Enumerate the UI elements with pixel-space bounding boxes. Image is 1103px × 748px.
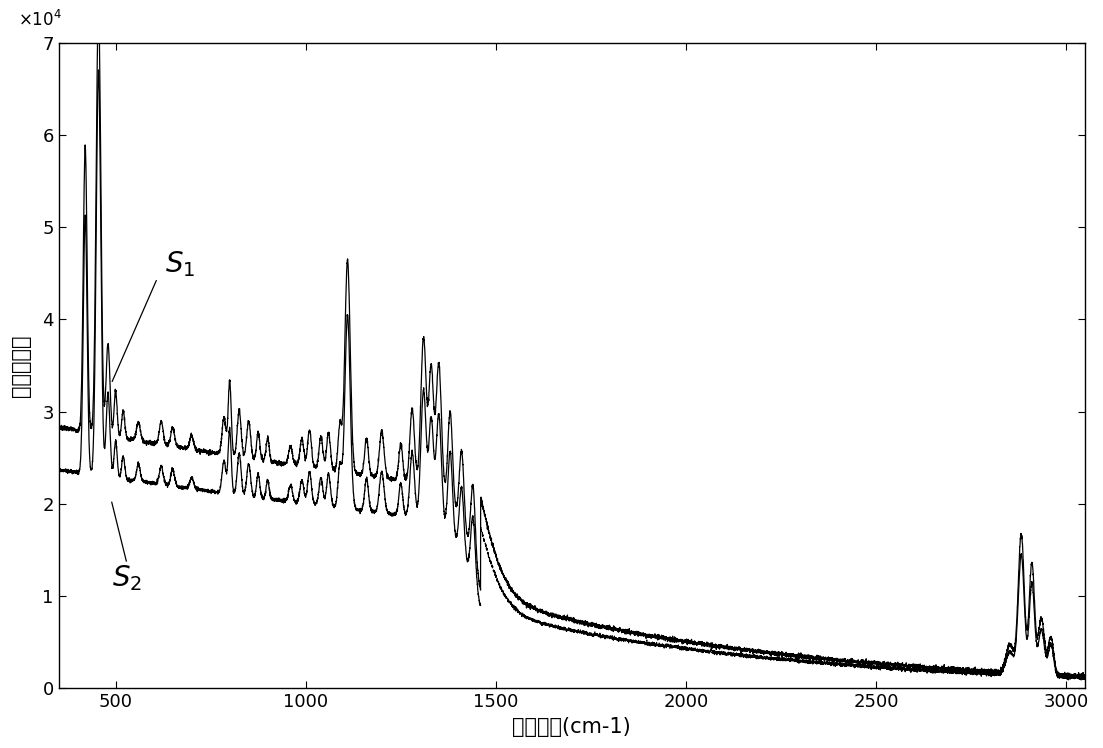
- X-axis label: 拉曼迁移(cm-1): 拉曼迁移(cm-1): [513, 717, 631, 737]
- Text: $S_1$: $S_1$: [165, 249, 195, 279]
- Text: $\times 10^4$: $\times 10^4$: [18, 10, 62, 30]
- Text: $S_2$: $S_2$: [111, 563, 142, 592]
- Y-axis label: 光强度计数: 光强度计数: [11, 334, 31, 397]
